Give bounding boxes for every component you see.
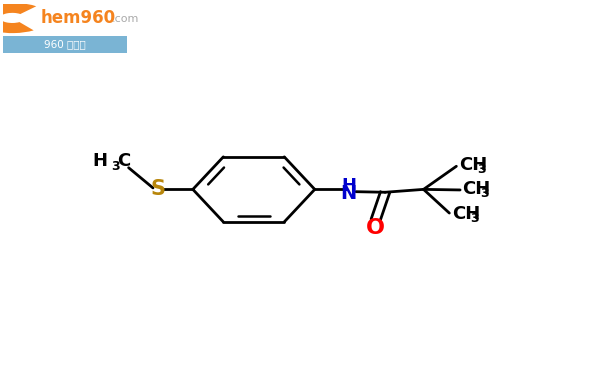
Text: .com: .com <box>112 14 140 24</box>
Text: O: O <box>366 218 385 238</box>
Text: 960 化工网: 960 化工网 <box>44 39 86 50</box>
Text: CH: CH <box>462 180 491 198</box>
Text: 3: 3 <box>111 160 120 173</box>
Text: N: N <box>341 184 356 203</box>
Text: H: H <box>93 152 108 170</box>
Text: CH: CH <box>459 156 487 174</box>
Text: 3: 3 <box>477 163 486 176</box>
FancyBboxPatch shape <box>3 36 127 53</box>
Text: H: H <box>341 177 356 195</box>
Text: S: S <box>150 179 165 200</box>
Text: 3: 3 <box>480 187 489 200</box>
Wedge shape <box>0 3 36 33</box>
Text: 3: 3 <box>470 212 479 225</box>
Text: C: C <box>117 152 130 170</box>
Text: hem960: hem960 <box>40 9 116 27</box>
Text: CH: CH <box>452 205 480 223</box>
